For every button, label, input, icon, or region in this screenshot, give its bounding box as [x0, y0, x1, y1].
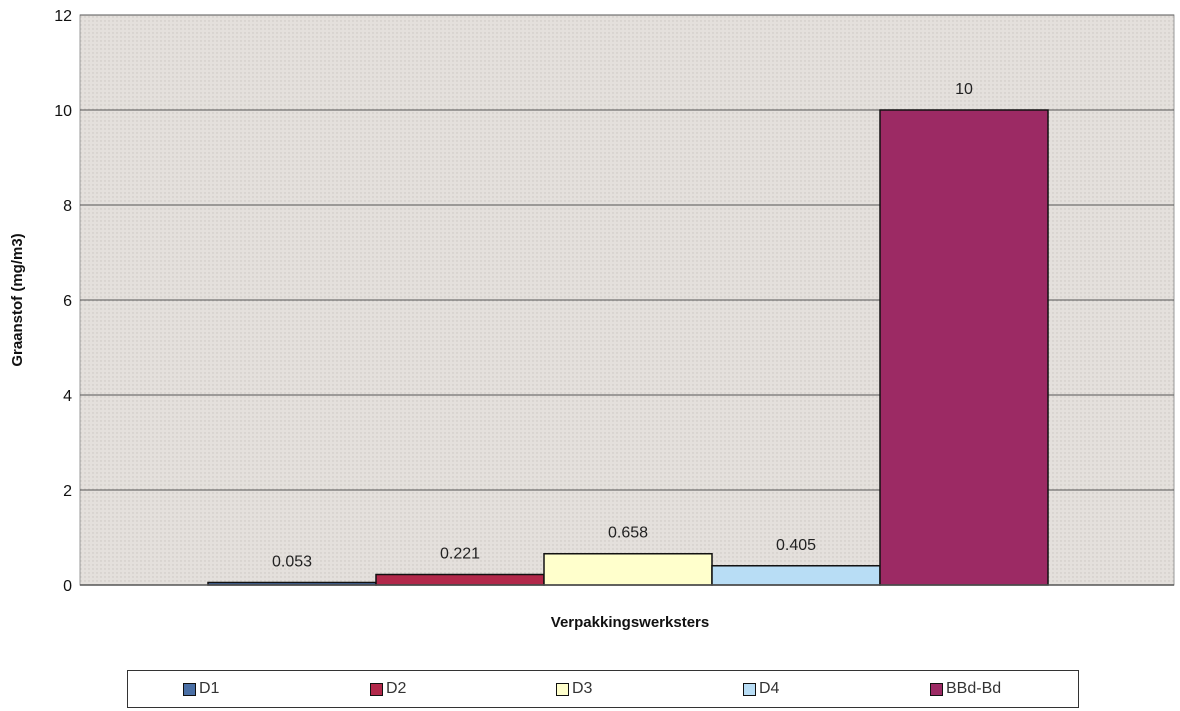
- legend-item: D2: [370, 680, 406, 698]
- legend-swatch: [183, 682, 196, 696]
- legend-label: D3: [572, 680, 593, 697]
- bar-d3: [543, 552, 713, 586]
- legend-label: D1: [199, 680, 220, 697]
- legend-label: BBd-Bd: [946, 680, 1002, 697]
- data-label: 0.221: [440, 546, 480, 563]
- data-labels: 0.053 0.221 0.658 0.405 10: [272, 81, 973, 570]
- legend-label: D4: [759, 680, 780, 697]
- bars: [207, 109, 1049, 586]
- y-tick-label: 4: [63, 388, 72, 405]
- bar-d4: [711, 565, 881, 586]
- y-tick-label: 10: [54, 103, 72, 120]
- y-tick-label: 0: [63, 578, 72, 595]
- legend-item: BBd-Bd: [930, 680, 1001, 698]
- legend-swatch: [556, 682, 569, 696]
- bar-d2: [375, 573, 545, 586]
- y-axis-ticks: 0 2 4 6 8 10 12: [54, 8, 72, 595]
- bar-bbd-bd: [879, 109, 1049, 586]
- legend-swatch: [930, 682, 943, 696]
- y-tick-label: 2: [63, 483, 72, 500]
- y-tick-label: 6: [63, 293, 72, 310]
- legend-item: D3: [556, 680, 592, 698]
- x-axis-title: Verpakkingswerksters: [551, 614, 709, 631]
- legend-swatch: [370, 682, 383, 696]
- data-label: 10: [955, 81, 973, 98]
- data-label: 0.405: [776, 537, 816, 554]
- y-tick-label: 8: [63, 198, 72, 215]
- bar-chart: 0 2 4 6 8 10 12 0.053 0.221 0.658 0.405 10 Graanst…: [9, 8, 1175, 631]
- data-label: 0.658: [608, 525, 648, 542]
- data-label: 0.053: [272, 553, 312, 570]
- legend: D1 D2 D3 D4 BBd-Bd: [127, 670, 1079, 708]
- y-tick-label: 12: [54, 8, 72, 25]
- legend-label: D2: [386, 680, 407, 697]
- legend-item: D4: [743, 680, 779, 698]
- legend-swatch: [743, 682, 756, 696]
- legend-item: D1: [183, 680, 219, 698]
- y-axis-title: Graanstof (mg/m3): [9, 233, 26, 366]
